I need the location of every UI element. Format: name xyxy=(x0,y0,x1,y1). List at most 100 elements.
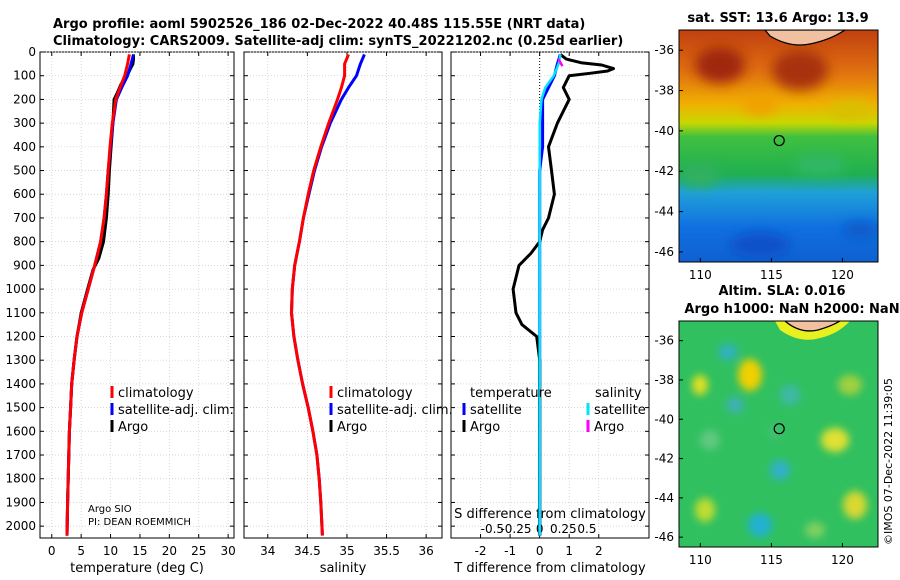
x-tick-label: 20 xyxy=(162,544,177,558)
map-y-tick-label: -42 xyxy=(654,164,674,178)
map-y-tick-label: -36 xyxy=(654,43,674,57)
legend-label-s-argo: Argo xyxy=(594,420,624,435)
y-tick-label: 600 xyxy=(13,187,36,201)
legend-header-salinity: salinity xyxy=(595,386,642,401)
x-axis-label: salinity xyxy=(320,561,367,576)
credit-line2: PI: DEAN ROEMMICH xyxy=(88,517,191,528)
x-tick-label: 36 xyxy=(419,544,434,558)
x-tick-label: 34.5 xyxy=(294,544,321,558)
map-x-tick-label: 110 xyxy=(689,553,712,567)
sst-map-axes: 110 115 120 -36 -38 -40 -42 -44 -46 xyxy=(654,43,854,282)
sst-map xyxy=(679,30,878,262)
sst-texture xyxy=(680,47,878,257)
x-tick-label: -1 xyxy=(504,544,516,558)
temperature-legend: climatology satellite-adj. clim. Argo xyxy=(110,386,234,435)
sla-map-axes: 110 115 120 -36 -38 -40 -42 -44 -46 xyxy=(654,334,854,567)
x-tick-label: 1 xyxy=(565,544,573,558)
x-tick-label: 5 xyxy=(77,544,85,558)
difference-legend: temperature salinity satellite Argo sate… xyxy=(462,386,646,435)
map-y-tick-label: -40 xyxy=(654,124,674,138)
salinity-panel: 34 34.5 35 35.5 36 salinity xyxy=(243,51,443,576)
map-y-tick-label: -36 xyxy=(654,334,674,348)
map-x-tick-label: 120 xyxy=(831,268,854,282)
map-y-tick-label: -44 xyxy=(654,491,674,505)
sla-texture xyxy=(692,344,867,538)
x-tick-label: 34 xyxy=(260,544,275,558)
sla-float-marker xyxy=(773,423,785,435)
x-tick-label: 10 xyxy=(103,544,118,558)
difference-panel: -2 -1 0 1 2 T difference from climatology S di… xyxy=(450,51,650,576)
map-x-tick-label: 110 xyxy=(689,268,712,282)
x-tick-label: 2 xyxy=(595,544,603,558)
x-tick-label: 0 xyxy=(48,544,56,558)
x-tick-label: 35.5 xyxy=(373,544,400,558)
y-tick-label: 1800 xyxy=(5,472,36,486)
temperature-panel: 0100200300400500600700800900100011001200… xyxy=(5,45,235,576)
x-tick-label: 35 xyxy=(339,544,354,558)
s-tick-label: -0.25 xyxy=(500,522,531,536)
sst-map-title: sat. SST: 13.6 Argo: 13.9 xyxy=(687,11,868,26)
x-tick-label: 25 xyxy=(191,544,206,558)
y-tick-label: 1400 xyxy=(5,377,36,391)
series-line-argo xyxy=(65,54,135,536)
map-y-tick-label: -42 xyxy=(654,452,674,466)
y-tick-label: 1600 xyxy=(5,424,36,438)
s-tick-label: 0.25 xyxy=(550,522,577,536)
legend-header-temperature: temperature xyxy=(470,386,552,401)
x-axis-label: temperature (deg C) xyxy=(70,561,204,576)
s-tick-label: -0.5 xyxy=(481,522,504,536)
y-tick-label: 1200 xyxy=(5,329,36,343)
map-y-tick-label: -40 xyxy=(654,412,674,426)
credit-line1: Argo SIO xyxy=(88,504,132,515)
map-y-tick-label: -44 xyxy=(654,205,674,219)
map-y-tick-label: -38 xyxy=(654,84,674,98)
x-tick-label: 15 xyxy=(132,544,147,558)
x-axis-label: T difference from climatology xyxy=(453,561,646,576)
map-x-tick-label: 120 xyxy=(831,553,854,567)
series-line-climatology xyxy=(65,54,131,536)
legend-label-argo: Argo xyxy=(118,420,148,435)
y-tick-label: 1300 xyxy=(5,353,36,367)
sla-map xyxy=(679,321,878,547)
legend-label-t-argo: Argo xyxy=(470,420,500,435)
map-y-tick-label: -46 xyxy=(654,530,674,544)
y-tick-label: 0 xyxy=(28,45,36,59)
legend-label-satellite-adj: satellite-adj. clim. xyxy=(118,403,234,418)
sla-map-title2: Argo h1000: NaN h2000: NaN xyxy=(684,302,899,317)
y-tick-label: 900 xyxy=(13,258,36,272)
y-tick-label: 500 xyxy=(13,164,36,178)
y-tick-label: 400 xyxy=(13,140,36,154)
y-tick-label: 1700 xyxy=(5,448,36,462)
map-y-tick-label: -46 xyxy=(654,245,674,259)
sst-map-frame xyxy=(678,29,879,263)
series-line-salinity-argo xyxy=(557,58,564,67)
title-line1: Argo profile: aoml 5902526_186 02-Dec-20… xyxy=(53,17,585,32)
y-tick-label: 700 xyxy=(13,211,36,225)
y-tick-label: 800 xyxy=(13,235,36,249)
y-tick-label: 1900 xyxy=(5,495,36,509)
legend-label-t-satellite: satellite xyxy=(470,403,522,418)
x-tick-label: 0 xyxy=(536,544,544,558)
salinity-legend: climatology satellite-adj. clim. Argo xyxy=(329,386,453,435)
sla-map-frame xyxy=(678,320,879,548)
title-line2: Climatology: CARS2009. Satellite-adj cli… xyxy=(53,34,623,49)
s-tick-label: 0.5 xyxy=(577,522,596,536)
legend-label-climatology: climatology xyxy=(118,386,194,401)
s-axis-label: S difference from climatology xyxy=(454,507,646,522)
legend-label-s-satellite: satellite xyxy=(594,403,646,418)
series-line-temperature-argo xyxy=(511,53,615,536)
y-tick-label: 1100 xyxy=(5,306,36,320)
sla-land xyxy=(784,321,842,332)
y-tick-label: 300 xyxy=(13,116,36,130)
x-tick-label: 30 xyxy=(220,544,235,558)
series-line-salinity-satellite xyxy=(538,54,562,536)
legend-label-satellite-adj: satellite-adj. clim. xyxy=(337,403,453,418)
panel-frame xyxy=(243,51,443,539)
map-y-tick-label: -38 xyxy=(654,373,674,387)
y-tick-label: 1500 xyxy=(5,401,36,415)
timestamp: ©IMOS 07-Dec-2022 11:39:05 xyxy=(882,378,895,545)
sst-float-marker xyxy=(773,134,785,147)
x-tick-label: -2 xyxy=(475,544,487,558)
map-x-tick-label: 115 xyxy=(760,553,783,567)
